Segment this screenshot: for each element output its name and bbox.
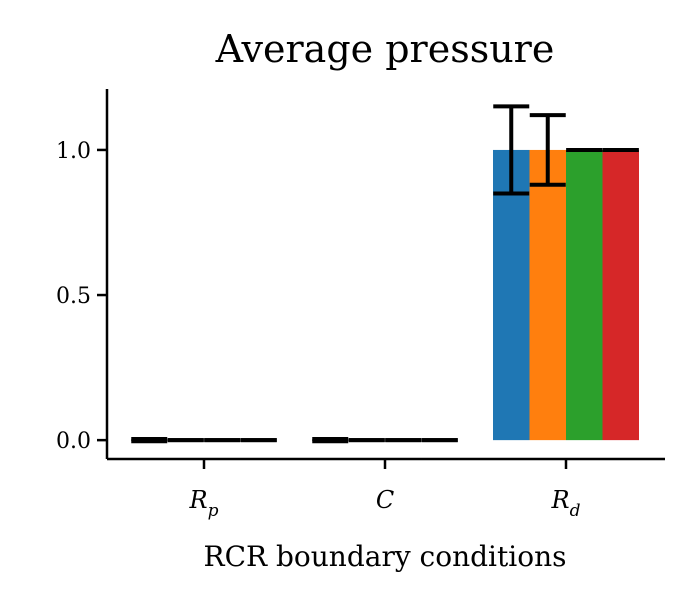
y-tick-label: 1.0 [56,139,91,164]
bar-series3-cat3 [566,149,603,441]
plot-area: 0.0 0.5 1.0 Rp C Rd [56,89,665,521]
x-tick-label: C [376,486,394,514]
error-bar-series1-cat3 [493,104,530,196]
x-tick-label: Rp [189,486,219,521]
bar-series1-cat3 [493,149,530,441]
y-tick-label: 0.5 [56,284,91,309]
bar-series2-cat3 [529,149,566,441]
error-bar-series1-cat1 [131,436,168,444]
bar-series4-cat3 [602,149,639,441]
error-bar-series2-cat3 [529,113,566,187]
error-bar-series1-cat2 [312,436,349,444]
y-tick-label: 0.0 [56,429,91,454]
x-tick-label: Rd [551,486,581,521]
x-axis-label: RCR boundary conditions [204,540,567,573]
chart-title: Average pressure [215,27,555,71]
